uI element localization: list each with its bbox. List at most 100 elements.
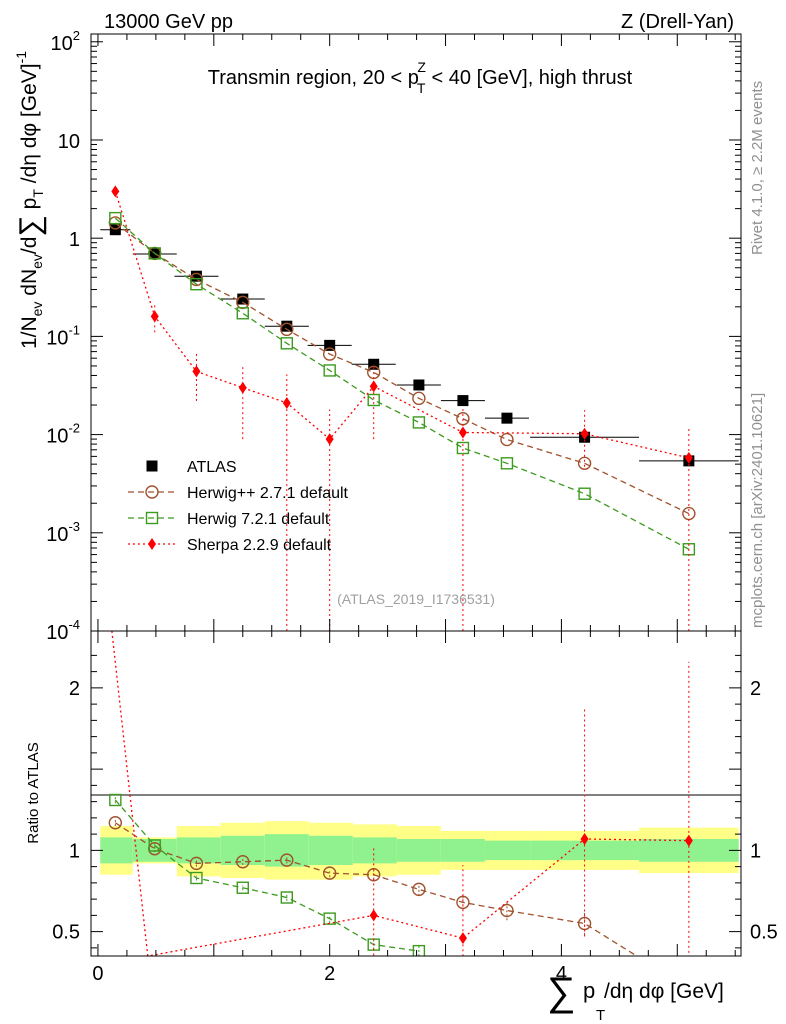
x-label-rest: /dη dφ [GeV] xyxy=(604,980,724,1003)
x-label-p: p xyxy=(583,978,595,1003)
ratio-point-herwig7 xyxy=(148,839,161,852)
title-sub: T xyxy=(417,80,426,96)
ratio-point-sherpa xyxy=(580,833,589,845)
main-point-sherpa xyxy=(580,427,589,440)
ratio-ytick-label-right: 1 xyxy=(750,840,761,862)
main-ytick-base: 10 xyxy=(46,622,68,644)
ratio-band-inner xyxy=(308,835,353,865)
legend-entry-sherpa: Sherpa 2.2.9 default xyxy=(128,537,332,554)
main-point-herwig7 xyxy=(412,416,426,429)
main-point-herwigpp xyxy=(577,456,592,471)
main-point-atlas xyxy=(501,412,513,424)
main-point-herwig7 xyxy=(280,337,294,350)
ratio-point-sherpa xyxy=(369,909,378,922)
ratio-point-herwigpp xyxy=(189,856,204,871)
ratio-point-herwig7 xyxy=(412,944,426,956)
ratio-band-inner xyxy=(639,839,739,862)
ratio-point-herwigpp xyxy=(108,816,123,830)
header-left: 13000 GeV pp xyxy=(104,11,233,33)
ratio-clipped xyxy=(108,631,693,956)
ratio-ytick-label-right: 2 xyxy=(750,678,761,700)
main-point-sherpa xyxy=(282,396,291,409)
legend-marker-atlas xyxy=(146,460,158,472)
ratio-band-inner xyxy=(440,839,485,862)
title-sup: Z xyxy=(417,59,426,75)
main-ylabel: 1/Nev dNev/d∑ pT /dη dφ [GeV]-1 xyxy=(13,51,47,349)
ratio-ticks: 0.5 0.5 1 1 2 2 0 2 4 xyxy=(52,631,778,985)
ratio-panel: 0.5 0.5 1 1 2 2 0 2 4 xyxy=(52,630,778,985)
main-point-herwig7 xyxy=(367,393,380,407)
main-point-sherpa xyxy=(238,381,247,394)
ratio-point-sherpa xyxy=(458,932,467,945)
main-ytick-exp: -2 xyxy=(68,421,80,436)
main-ytick-label: 10-4 xyxy=(46,617,80,644)
ratio-series-sherpa xyxy=(111,631,693,956)
main-point-atlas xyxy=(368,358,380,370)
legend-entry-herwigpp: Herwig++ 2.7.1 default xyxy=(128,485,349,502)
legend-marker-sherpa xyxy=(148,538,156,550)
main-series-layer xyxy=(100,185,739,631)
main-ytick-label: 1 xyxy=(69,229,80,251)
main-ytick-exp: -3 xyxy=(68,519,80,534)
ratio-ytick-label-left: 2 xyxy=(69,678,80,700)
source-label: mcplots.cern.ch [arXiv:2401.10621] xyxy=(749,393,766,628)
ratio-ytick-label-left: 1 xyxy=(69,840,80,862)
main-point-herwig7 xyxy=(500,457,514,470)
x-label-sum: ∑ xyxy=(547,970,576,1014)
legend-marker-herwigpp xyxy=(145,485,159,499)
main-ytick-exp: 2 xyxy=(73,28,80,43)
main-point-herwig7 xyxy=(148,247,161,260)
ratio-frame xyxy=(90,630,742,957)
main-point-sherpa xyxy=(150,310,159,323)
ratio-point-herwig7 xyxy=(236,881,249,894)
ratio-band-inner xyxy=(484,840,531,861)
main-ytick-label: 10 xyxy=(58,131,80,153)
ratio-point-herwig7 xyxy=(190,871,203,885)
ratio-series-layer xyxy=(108,631,693,956)
main-point-sherpa xyxy=(684,451,693,464)
x-label-sub: T xyxy=(596,1007,605,1024)
main-point-atlas xyxy=(190,270,202,282)
ratio-line-sherpa xyxy=(111,631,689,956)
analysis-watermark: (ATLAS_2019_I1736531) xyxy=(337,591,495,607)
ratio-point-herwig7 xyxy=(280,891,294,904)
main-ytick-base: 10 xyxy=(46,426,68,448)
main-series-atlas xyxy=(100,224,739,467)
ratio-point-herwigpp xyxy=(500,903,514,918)
main-point-sherpa xyxy=(369,380,378,393)
ratio-band-inner xyxy=(396,839,441,862)
ratio-band-inner xyxy=(100,837,133,864)
main-ytick-label: 10-3 xyxy=(46,519,80,546)
main-point-atlas xyxy=(237,293,249,305)
legend-entry-atlas: ATLAS xyxy=(146,459,237,476)
ratio-point-sherpa xyxy=(684,834,693,847)
legend-label-herwig7: Herwig 7.2.1 default xyxy=(187,511,330,528)
main-point-herwig7 xyxy=(456,441,470,455)
main-point-herwigpp xyxy=(322,347,337,361)
legend-entry-herwig7: Herwig 7.2.1 default xyxy=(128,511,330,528)
main-series-herwig7 xyxy=(109,211,696,556)
ratio-point-herwigpp xyxy=(412,882,426,897)
main-series-sherpa xyxy=(111,185,693,631)
main-point-atlas xyxy=(413,379,425,391)
ratio-ytick-label-left: 0.5 xyxy=(52,922,80,944)
main-ytick-base: 10 xyxy=(46,524,68,546)
main-point-sherpa xyxy=(325,433,334,446)
main-point-herwig7 xyxy=(323,364,336,377)
legend-label-atlas: ATLAS xyxy=(187,459,237,476)
main-title: Transmin region, 20 < pTZ < 40 [GeV], hi… xyxy=(208,59,633,96)
ratio-band-inner xyxy=(352,837,397,864)
main-ytick-exp: -1 xyxy=(68,322,80,337)
ratio-point-herwigpp xyxy=(280,853,294,867)
ratio-point-herwigpp xyxy=(236,855,250,869)
main-point-atlas xyxy=(457,395,469,407)
main-point-herwig7 xyxy=(109,211,122,225)
header-right: Z (Drell-Yan) xyxy=(621,11,734,33)
legend-marker-herwig7 xyxy=(145,511,159,525)
main-line-sherpa xyxy=(114,191,690,459)
main-point-herwig7 xyxy=(190,277,203,291)
main-line-herwigpp xyxy=(114,222,690,515)
main-point-herwigpp xyxy=(500,432,514,447)
main-point-sherpa xyxy=(458,426,467,439)
